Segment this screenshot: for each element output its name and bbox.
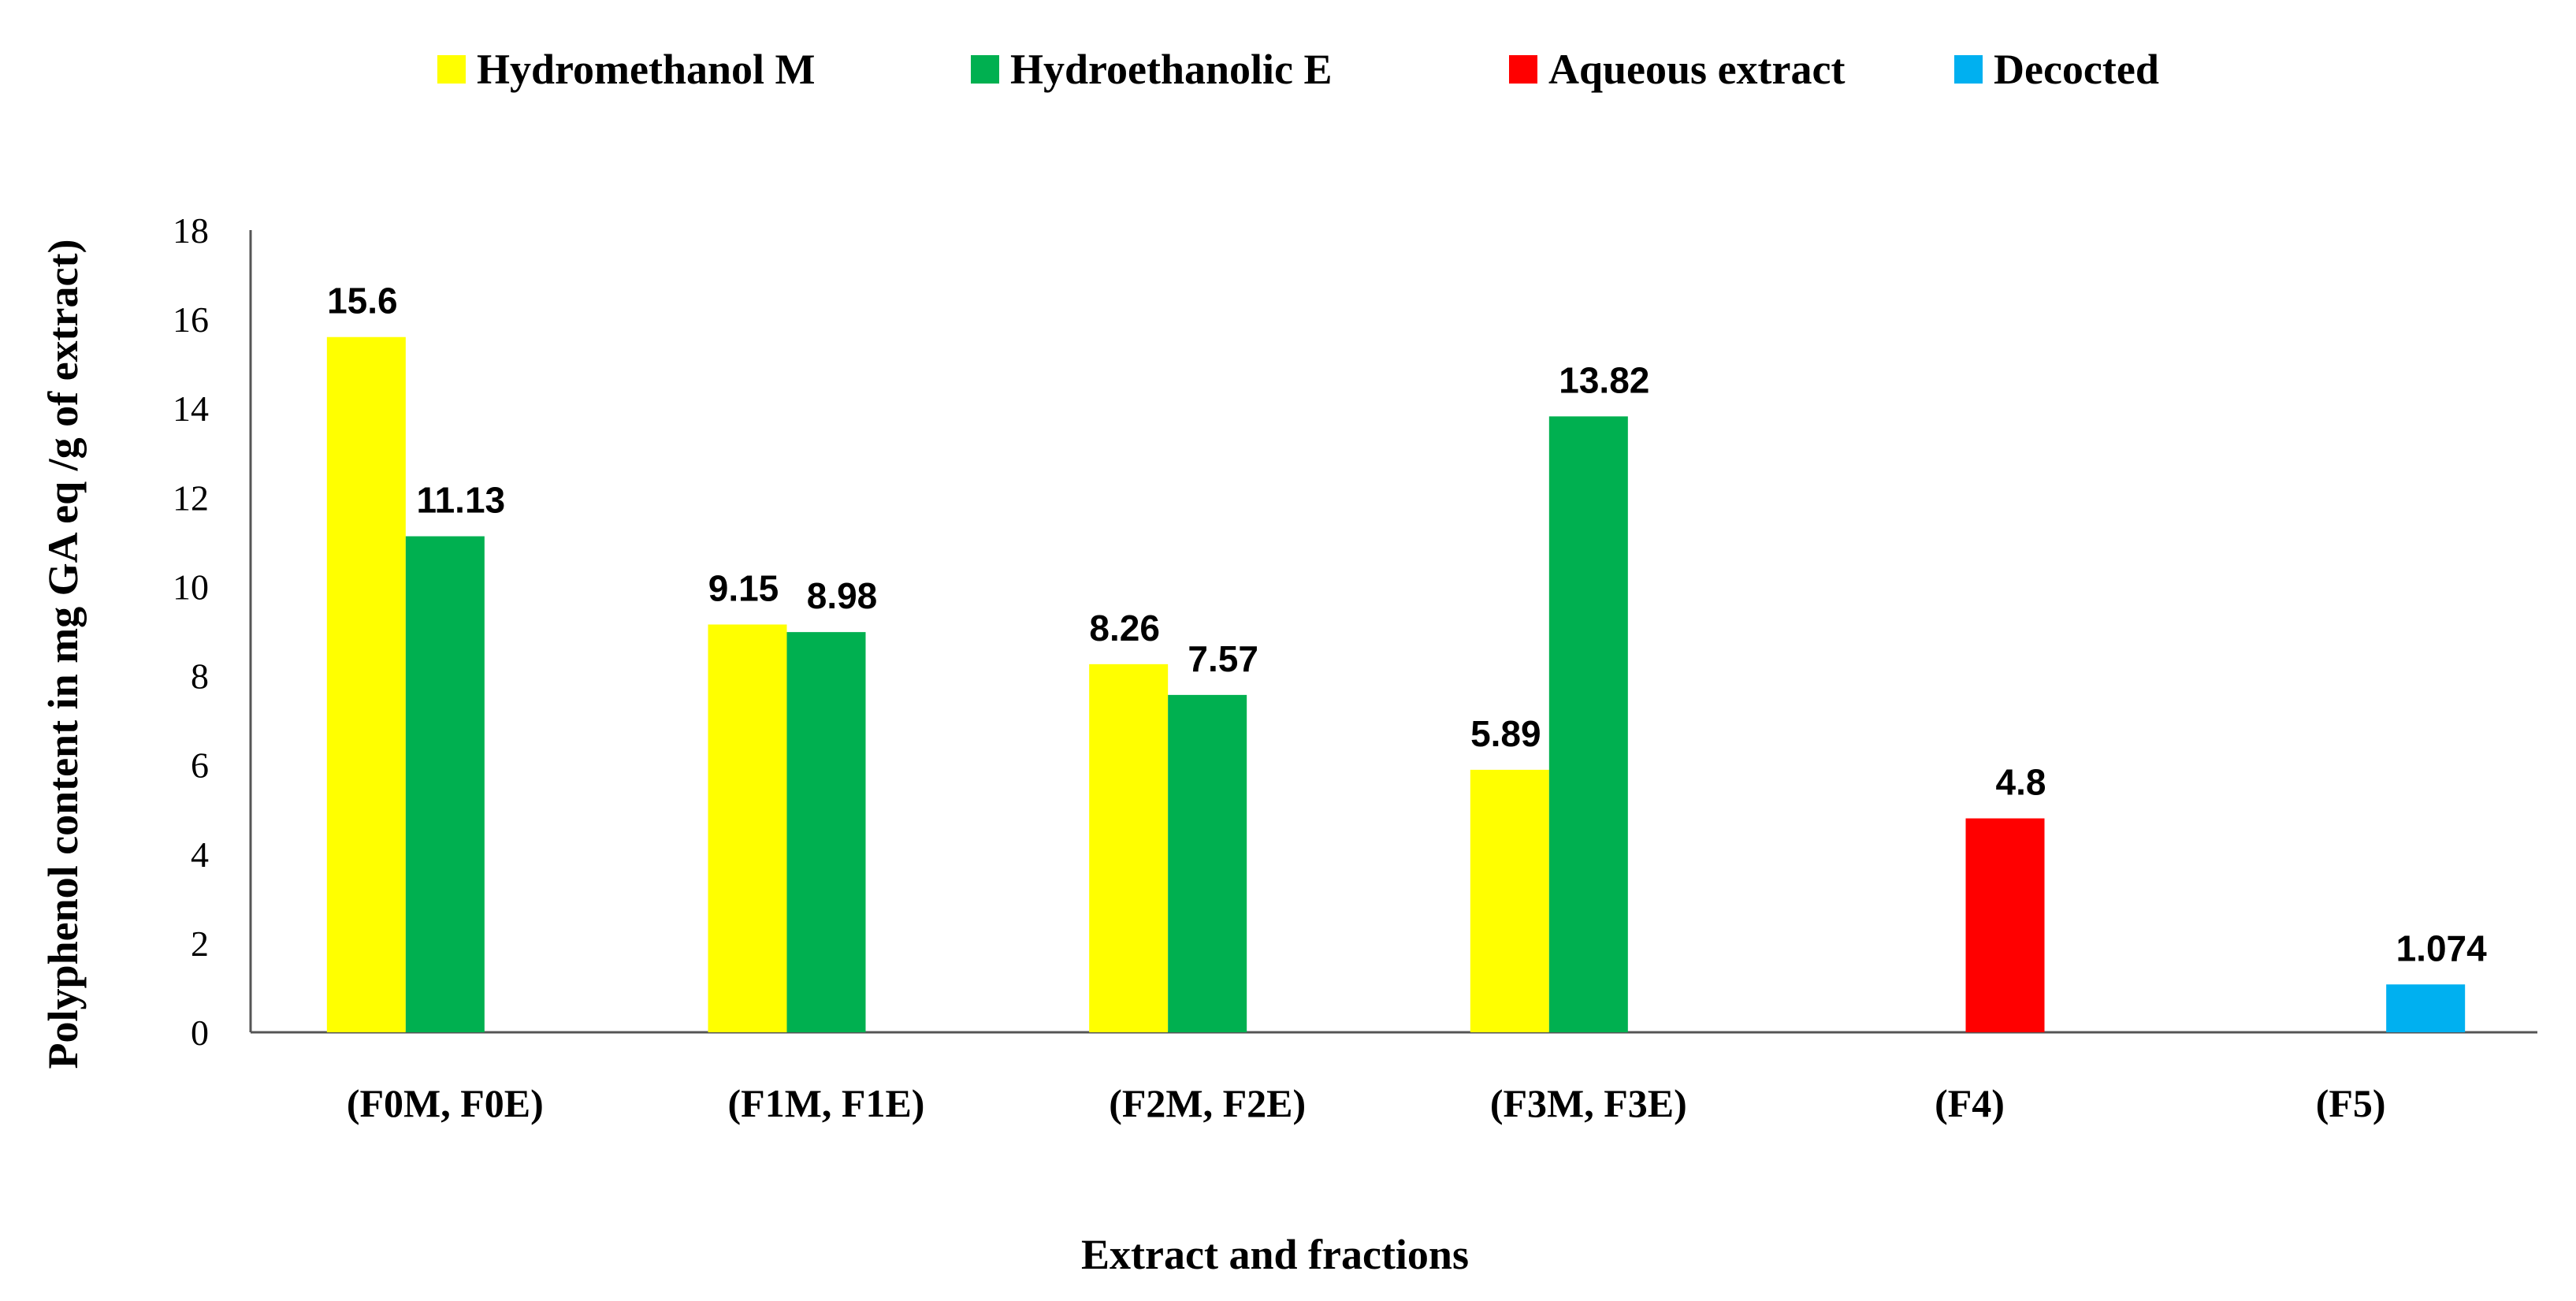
x-tick-label: (F4): [1935, 1081, 2005, 1125]
legend-swatch: [1954, 55, 1983, 84]
y-axis-title: Polyphenol content in mg GA eq /g of ext…: [39, 240, 87, 1069]
x-tick-label: (F1M, F1E): [728, 1081, 925, 1125]
legend-item: Aqueous extract: [1509, 46, 1845, 93]
bar-hydromethanol-m-3: [1470, 769, 1549, 1032]
legend-item: Hydroethanolic E: [971, 46, 1333, 93]
data-label: 11.13: [417, 480, 506, 521]
data-label: 13.82: [1559, 359, 1649, 400]
y-tick-label: 0: [191, 1013, 209, 1053]
x-tick-label: (F2M, F2E): [1109, 1081, 1306, 1125]
y-tick-label: 12: [173, 478, 209, 518]
legend-label: Aqueous extract: [1548, 46, 1845, 93]
data-labels: 15.6 9.15 8.26 5.89 11.13 8.98 7.57 13.82 4.8 1.0…: [327, 281, 2487, 969]
bar-hydromethanol-m-1: [708, 624, 787, 1032]
legend-label: Decocted: [1994, 46, 2159, 93]
data-label: 7.57: [1188, 638, 1258, 679]
data-label: 9.15: [708, 568, 779, 609]
data-label: 15.6: [327, 281, 398, 322]
y-axis: 0 2 4 6 8 10 12 14 16 18: [173, 210, 252, 1053]
legend-swatch: [1509, 55, 1537, 84]
y-tick-label: 16: [173, 299, 209, 340]
y-tick-label: 18: [173, 210, 209, 251]
bar-hydromethanol-m-2: [1089, 664, 1169, 1032]
bar-hydromethanol-m-0: [326, 336, 406, 1032]
legend-swatch: [437, 55, 466, 84]
x-tick-label: (F0M, F0E): [347, 1081, 544, 1125]
bar-hydroethanolic-e-3: [1548, 416, 1628, 1032]
legend: Hydromethanol M Hydroethanolic E Aqueous e…: [437, 46, 2159, 93]
x-axis: (F0M, F0E) (F1M, F1E) (F2M, F2E) (F3M, F3E)…: [251, 1031, 2537, 1125]
bar-hydroethanolic-e-0: [405, 536, 485, 1032]
bar-hydroethanolic-e-1: [786, 632, 866, 1032]
legend-item: Hydromethanol M: [437, 46, 816, 93]
legend-label: Hydromethanol M: [477, 46, 816, 93]
data-label: 1.074: [2396, 927, 2488, 968]
legend-item: Decocted: [1954, 46, 2159, 93]
bars: [326, 336, 2466, 1032]
bar-decocted-5: [2386, 984, 2466, 1032]
y-tick-label: 14: [173, 388, 209, 429]
data-label: 5.89: [1470, 713, 1541, 754]
x-axis-title: Extract and fractions: [1081, 1231, 1469, 1278]
x-tick-label: (F5): [2316, 1081, 2386, 1125]
legend-label: Hydroethanolic E: [1010, 46, 1333, 93]
data-label: 4.8: [1996, 762, 2046, 803]
y-tick-label: 4: [191, 834, 209, 875]
data-label: 8.26: [1089, 608, 1160, 649]
x-tick-label: (F3M, F3E): [1490, 1081, 1687, 1125]
bar-aqueous-extract-4: [1965, 818, 2045, 1032]
y-tick-label: 10: [173, 567, 209, 607]
y-tick-label: 2: [191, 924, 209, 964]
data-label: 8.98: [807, 575, 878, 616]
legend-swatch: [971, 55, 999, 84]
y-tick-label: 8: [191, 656, 209, 697]
bar-hydroethanolic-e-2: [1168, 694, 1247, 1032]
y-tick-label: 6: [191, 745, 209, 786]
